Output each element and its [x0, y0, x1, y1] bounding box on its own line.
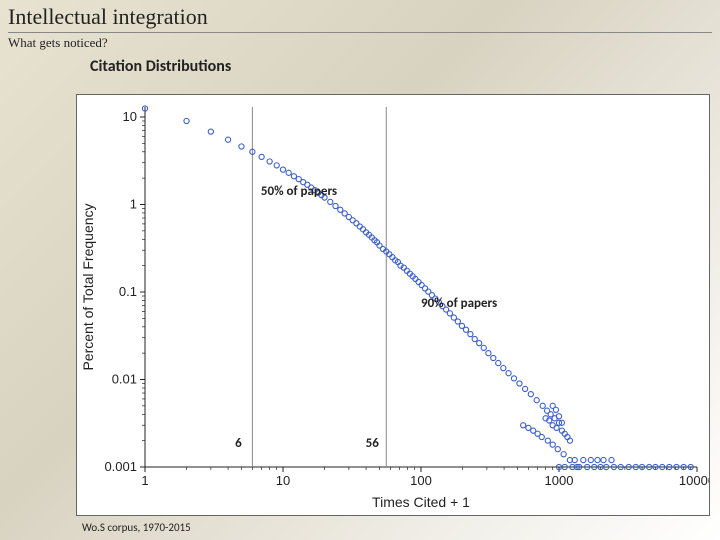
chart-container: 0.001 0.01 0.1 1 10 1 10 100 1000 10000 Percent of… — [76, 94, 710, 516]
svg-text:0.1: 0.1 — [119, 284, 137, 299]
page-subtitle: What gets noticed? — [8, 35, 712, 51]
svg-text:10: 10 — [276, 473, 290, 488]
svg-text:1: 1 — [130, 196, 137, 211]
svg-text:10000: 10000 — [679, 473, 709, 488]
svg-text:Times Cited + 1: Times Cited + 1 — [372, 494, 470, 510]
svg-text:10: 10 — [123, 109, 137, 124]
svg-text:0.001: 0.001 — [104, 459, 137, 474]
svg-text:56: 56 — [366, 436, 380, 451]
svg-text:100: 100 — [410, 473, 432, 488]
scatter-chart: 0.001 0.01 0.1 1 10 1 10 100 1000 10000 Percent of… — [77, 95, 709, 515]
svg-text:90% of papers: 90% of papers — [421, 296, 497, 311]
svg-text:Percent of Total Frequency: Percent of Total Frequency — [80, 203, 96, 370]
svg-text:1000: 1000 — [545, 473, 574, 488]
svg-text:0.01: 0.01 — [112, 371, 137, 386]
svg-text:6: 6 — [235, 436, 242, 451]
footnote-text: Wo.S corpus, 1970-2015 — [82, 521, 191, 534]
svg-text:1: 1 — [141, 473, 148, 488]
page-title: Intellectual integration — [8, 4, 712, 33]
svg-text:50% of papers: 50% of papers — [261, 184, 337, 199]
chart-title: Citation Distributions — [90, 57, 720, 76]
